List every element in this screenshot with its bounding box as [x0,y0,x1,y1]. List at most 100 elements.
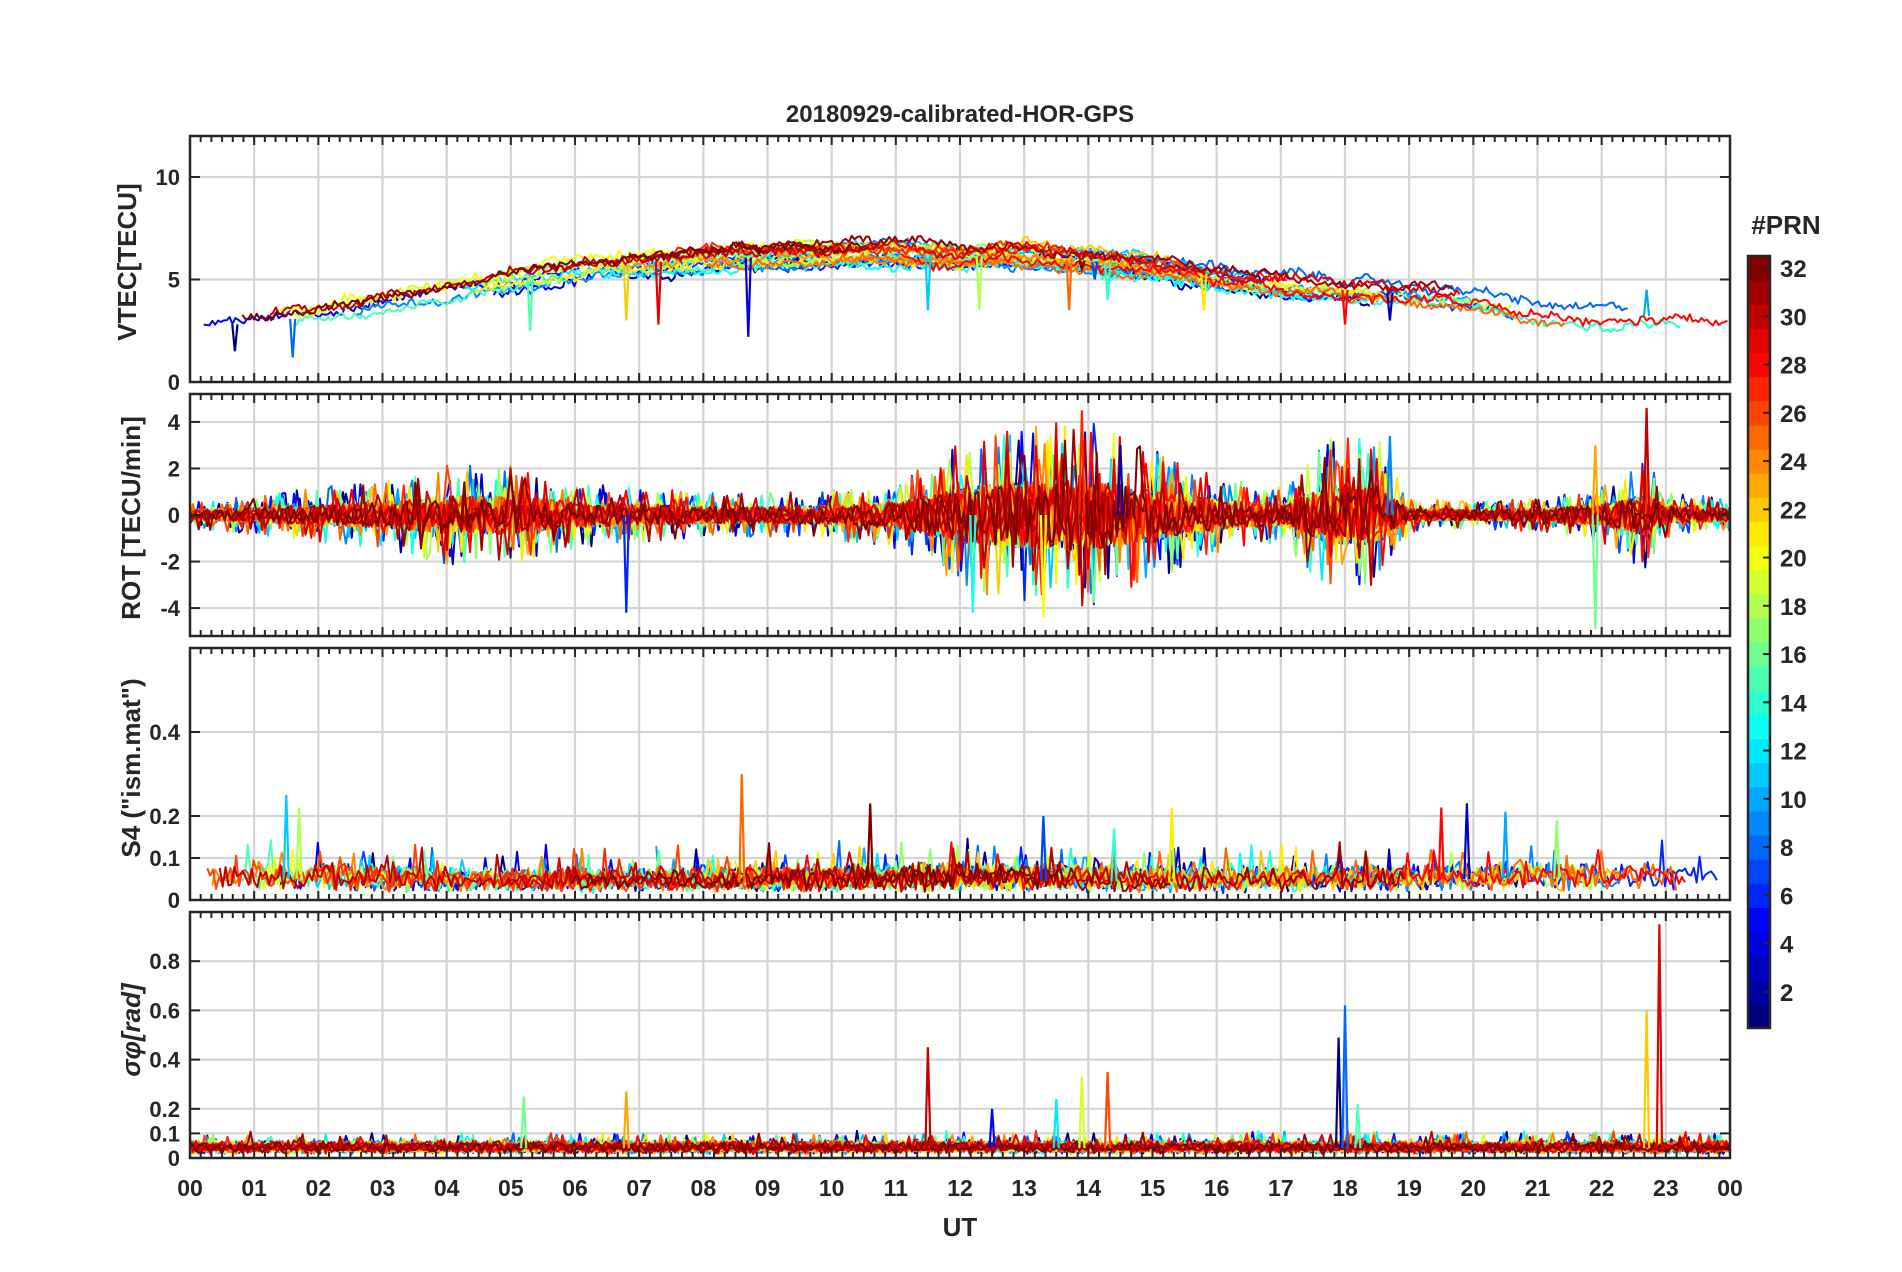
rot-prn-32-line [190,439,1730,551]
colorbar-tick-label: 20 [1780,546,1807,573]
s4-prn-29-line [501,857,901,893]
colorbar-segment [1748,280,1770,305]
vtec-y-tick-label: 5 [168,268,180,293]
sigma_phi-spike [1341,1005,1349,1149]
vtec-y-tick-label: 0 [168,370,180,395]
s4-spike [1553,820,1561,880]
vtec-prn-25-line [706,251,1566,327]
sigma_phi-spike [1078,1076,1086,1149]
x-tick-label: 18 [1332,1175,1358,1201]
x-tick-label: 16 [1204,1175,1230,1201]
x-tick-label: 20 [1461,1175,1487,1201]
colorbar-tick-label: 12 [1780,739,1807,766]
rot-y-tick-label: 4 [168,410,181,435]
colorbar-segment [1748,497,1770,522]
colorbar-tick-label: 22 [1780,497,1807,524]
sigma_phi-spike [1655,924,1664,1149]
x-tick-label: 10 [819,1175,845,1201]
s4-spike [1039,815,1048,881]
sigma_phi-y-tick-label: 0.8 [149,949,180,974]
s4-spike [866,803,874,881]
x-tick-label: 12 [947,1175,973,1201]
colorbar-segment [1748,979,1770,1005]
vtec-spike [231,324,239,352]
colorbar-segment [1748,907,1770,933]
colorbar-title: #PRN [1751,210,1820,240]
x-tick-label: 17 [1268,1175,1294,1201]
rot-spike [1591,514,1599,630]
colorbar-segment [1748,304,1770,329]
vtec-prn-28-line [900,250,1728,327]
vtec-y-tick-label: 10 [156,165,180,190]
colorbar-segment [1748,376,1770,402]
vtec-spike [1642,289,1651,317]
rot-panel: ROT [TECU/min] -4 -2 0 2 4 [116,392,1732,638]
vtec-spike [526,276,534,331]
rot-spike [1039,514,1048,618]
vtec-spike [975,256,983,311]
colorbar-segment [1748,762,1770,788]
colorbar-segment [1748,714,1770,740]
colorbar-segment [1748,352,1770,378]
rot-spike [1642,407,1651,516]
colorbar-segment [1748,521,1770,547]
rot-spike [1078,410,1086,516]
colorbar-segment [1748,473,1770,498]
rot-y-tick-label: 2 [168,456,180,481]
s4-spike [1168,807,1176,883]
rot-ylabel: ROT [TECU/min] [116,416,146,620]
sigma_phi-spike [622,1091,630,1149]
x-tick-label: 13 [1011,1175,1037,1201]
sigma_phi-y-tick-label: 0.4 [149,1048,180,1073]
s4-spike [1110,828,1118,882]
colorbar-tick-label: 24 [1780,449,1807,476]
sigma_phi-y-tick-label: 0 [168,1146,180,1171]
vtec-series-group [203,234,1728,358]
colorbar-tick-label: 16 [1780,642,1807,669]
s4-panel: S4 ("ism.mat") 0 0.1 0.2 0.4 [116,646,1732,913]
s4-y-tick-label: 0 [168,888,180,913]
vtec-spike [622,264,630,321]
s4-prn-31-line [873,841,1405,893]
s4-spike [1463,803,1471,880]
s4-series-group [206,773,1718,895]
rot-spike [1591,445,1599,516]
colorbar-segment [1748,931,1770,957]
s4-ylabel: S4 ("ism.mat") [116,678,146,857]
sigma_phi-spike [1334,1037,1343,1149]
x-tick-label: 08 [691,1175,717,1201]
vtec-prn-32-line [241,241,870,322]
colorbar-frame [1746,254,1772,1030]
colorbar-tick-label: 2 [1780,980,1793,1007]
colorbar-tick-label: 32 [1780,256,1807,283]
s4-y-tick-label: 0.2 [149,804,180,829]
rot-spike [1116,445,1125,516]
colorbar-tick-label: 14 [1780,690,1807,717]
s4-y-tick-label: 0.1 [149,846,180,871]
x-tick-label: 11 [884,1175,909,1201]
vtec-spike [1103,262,1112,301]
sigma_phi-spike [1052,1098,1060,1149]
vtec-spike [1078,260,1086,274]
vtec-spike [924,254,932,311]
sigma_phi-spike [1354,1103,1362,1149]
colorbar-segment [1748,738,1770,764]
vtec-prn-31-line [628,234,1453,295]
sigma_phi-spike [1103,1071,1112,1149]
colorbar-segment [1748,1003,1770,1029]
s4-prn-26-line [206,843,893,893]
sigma_phi-y-tick-label: 0.1 [149,1121,180,1146]
sigma-phi-panel: σφ[rad] 00.10.2 0.4 0.6 0.8 [116,910,1732,1171]
vtec-spike [289,318,297,358]
sigma_phi-spike [988,1108,996,1149]
rot-y-tick-label: -4 [160,596,180,621]
vtec-ylabel: VTEC[TECU] [112,183,142,340]
vtec-spike [1091,261,1099,280]
x-tick-label: 02 [306,1175,332,1201]
s4-spike [295,807,303,880]
colorbar-tick-label: 30 [1780,304,1807,331]
vtec-spike [1065,259,1073,311]
vtec-spike [744,257,752,337]
